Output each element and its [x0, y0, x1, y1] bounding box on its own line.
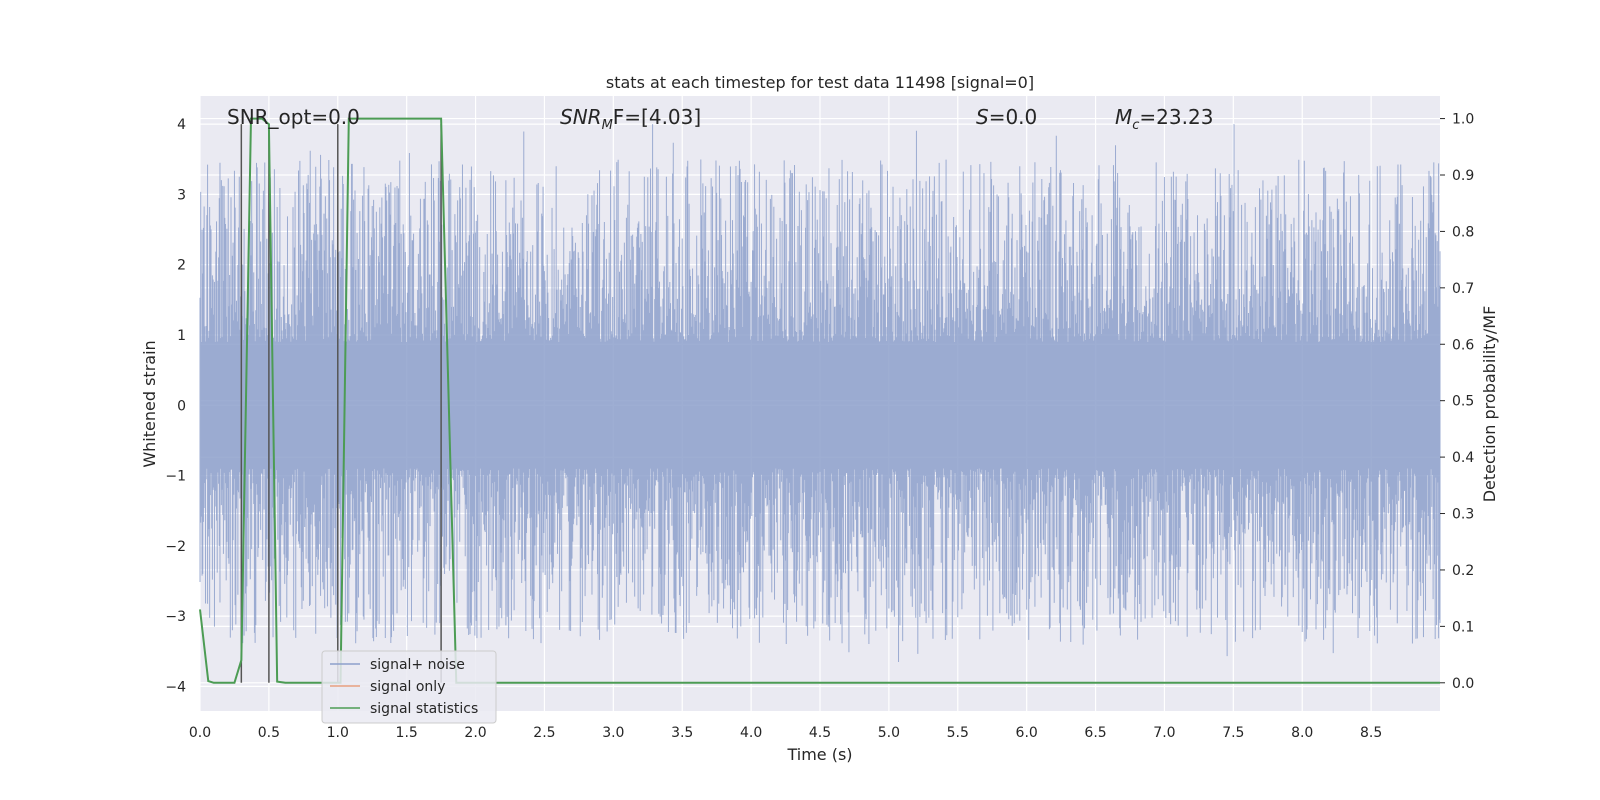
y-axis-left: −4 −3 −2 −1 0 1 2 3 4 — [165, 117, 186, 695]
y-tick-label: −2 — [165, 539, 186, 555]
x-tick-label: 5.5 — [947, 725, 969, 741]
legend-label-signal-noise: signal+ noise — [370, 657, 465, 673]
x-tick-label: 1.5 — [396, 725, 418, 741]
mc-symbol: M — [1115, 105, 1132, 129]
y-right-tick-label: 0.6 — [1452, 337, 1474, 353]
x-tick-label: 4.5 — [809, 725, 831, 741]
y-right-tick-label: 0.9 — [1452, 168, 1474, 184]
x-tick-label: 2.0 — [464, 725, 486, 741]
mc-value: =23.23 — [1139, 105, 1213, 129]
x-axis-label: Time (s) — [786, 745, 852, 764]
x-tick-label: 2.5 — [533, 725, 555, 741]
y-tick-label: 0 — [177, 398, 186, 414]
mc-sub: c — [1132, 118, 1139, 133]
annotation-mc: Mc=23.23 — [1115, 105, 1213, 133]
snr-mf-sub: M — [602, 118, 613, 133]
y-tick-label: −3 — [165, 609, 186, 625]
annotation-snr-opt: SNR_opt=0.0 — [227, 105, 360, 129]
x-tick-label: 7.0 — [1153, 725, 1175, 741]
x-tick-label: 0.5 — [258, 725, 280, 741]
s-symbol: S — [976, 105, 989, 129]
y-axis-right: 0.0 0.1 0.2 0.3 0.4 0.5 0.6 0.7 0.8 0.9 1.0 — [1440, 112, 1474, 692]
chart-title: stats at each timestep for test data 114… — [606, 73, 1034, 92]
y-right-tick-label: 0.3 — [1452, 507, 1474, 523]
y-axis-right-label: Detection probability/MF — [1480, 306, 1499, 503]
x-tick-label: 3.0 — [602, 725, 624, 741]
y-axis-label: Whitened strain — [140, 340, 159, 467]
y-right-tick-label: 0.4 — [1452, 450, 1474, 466]
x-tick-label: 4.0 — [740, 725, 762, 741]
x-tick-label: 5.0 — [878, 725, 900, 741]
legend: signal+ noise signal only signal statist… — [321, 650, 497, 724]
y-right-tick-label: 0.7 — [1452, 281, 1474, 297]
x-tick-label: 8.0 — [1291, 725, 1313, 741]
x-tick-label: 1.0 — [327, 725, 349, 741]
y-right-tick-label: 0.1 — [1452, 619, 1474, 635]
x-axis: 0.0 0.5 1.0 1.5 2.0 2.5 3.0 3.5 4.0 4.5 5.0 5.5 6.0 6… — [189, 725, 1382, 741]
legend-box — [321, 650, 497, 724]
y-right-tick-label: 0.5 — [1452, 394, 1474, 410]
y-tick-label: 1 — [177, 328, 186, 344]
snr-mf-base: SNR — [560, 105, 602, 129]
vertical-markers — [240, 124, 442, 683]
y-right-tick-label: 0.0 — [1452, 676, 1474, 692]
y-right-tick-label: 0.8 — [1452, 224, 1474, 240]
x-tick-label: 0.0 — [189, 725, 211, 741]
annotation-s: S=0.0 — [976, 105, 1037, 129]
y-tick-label: −1 — [165, 469, 186, 485]
x-tick-label: 8.5 — [1360, 725, 1382, 741]
legend-label-signal-only: signal only — [370, 679, 445, 695]
y-tick-label: 3 — [177, 187, 186, 203]
y-right-tick-label: 1.0 — [1452, 112, 1474, 128]
x-tick-label: 7.5 — [1222, 725, 1244, 741]
y-tick-label: 4 — [177, 117, 186, 133]
x-tick-label: 6.5 — [1084, 725, 1106, 741]
y-right-tick-label: 0.2 — [1452, 563, 1474, 579]
legend-label-signal-statistics: signal statistics — [370, 701, 478, 717]
s-value: =0.0 — [989, 105, 1038, 129]
x-tick-label: 3.5 — [671, 725, 693, 741]
y-tick-label: 2 — [177, 258, 186, 274]
y-tick-label: −4 — [165, 679, 186, 695]
snr-mf-rest: F=[4.03] — [613, 105, 701, 129]
x-tick-label: 6.0 — [1016, 725, 1038, 741]
annotation-snr-mf: SNRMF=[4.03] — [560, 105, 701, 133]
